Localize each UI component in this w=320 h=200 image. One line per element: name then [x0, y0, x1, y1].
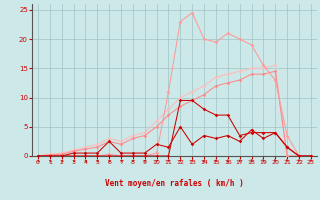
X-axis label: Vent moyen/en rafales ( km/h ): Vent moyen/en rafales ( km/h ): [105, 179, 244, 188]
